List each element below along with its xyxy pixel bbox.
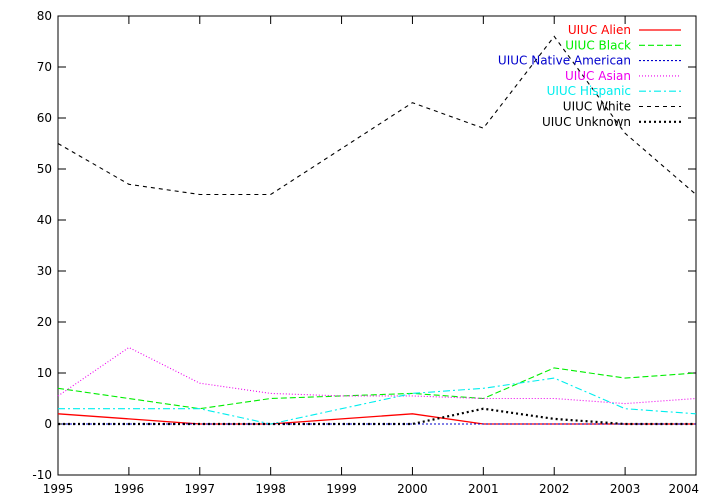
x-axis: 1995 1996 1997 1998 1999 2000 2001 2002 2003 2004 [43,16,699,496]
legend-label-uiuc-native-american: UIUC Native American [498,54,631,68]
y-tick-label: 40 [37,213,52,227]
legend-label-uiuc-black: UIUC Black [565,38,631,52]
x-tick-label: 1996 [114,482,145,496]
y-tick-label: 80 [37,9,52,23]
x-tick-label: 2002 [539,482,570,496]
x-tick-label: 1997 [185,482,216,496]
y-tick-label: -10 [32,468,52,482]
series-line-uiuc-alien [57,413,696,425]
x-tick-label: 2003 [610,482,641,496]
series-line-uiuc-black [57,367,697,410]
legend-label-uiuc-unknown: UIUC Unknown [542,115,631,129]
y-tick-label: 50 [37,162,52,176]
x-tick-label: 2001 [468,482,499,496]
legend-label-uiuc-alien: UIUC Alien [568,23,631,37]
y-tick-label: 0 [44,417,52,431]
x-tick-label: 2004 [668,482,699,496]
y-tick-label: 10 [37,366,52,380]
x-tick-label: 1998 [255,482,286,496]
y-tick-label: 20 [37,315,52,329]
legend-label-uiuc-hispanic: UIUC Hispanic [547,84,631,98]
plot-frame [57,15,697,476]
series-layer [57,35,697,426]
y-tick-label: 30 [37,264,52,278]
x-tick-label: 1999 [326,482,357,496]
series-line-uiuc-unknown [58,407,696,426]
series-line-uiuc-asian [57,346,697,405]
y-axis: -10 0 10 20 30 40 50 60 70 80 [32,9,696,482]
x-tick-label: 1995 [43,482,74,496]
series-line-uiuc-hispanic [58,377,697,425]
x-tick-label: 2000 [397,482,428,496]
y-tick-label: 60 [37,111,52,125]
legend-label-uiuc-asian: UIUC Asian [565,69,631,83]
legend-label-uiuc-white: UIUC White [563,100,631,114]
y-tick-label: 70 [37,60,52,74]
